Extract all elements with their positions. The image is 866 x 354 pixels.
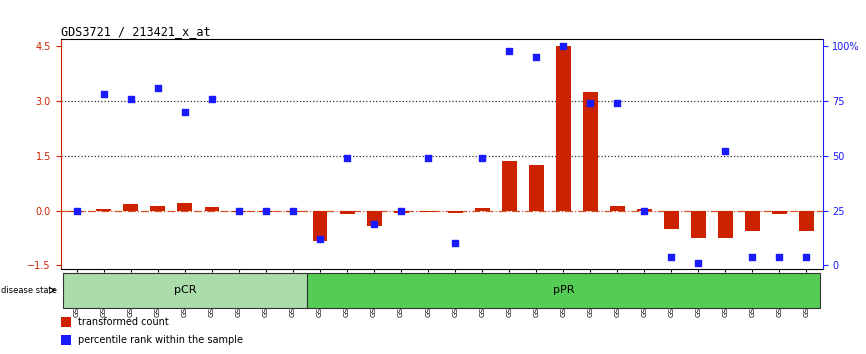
Text: GDS3721 / 213421_x_at: GDS3721 / 213421_x_at: [61, 25, 210, 38]
Point: [367, 221, 381, 227]
Bar: [718, 211, 733, 238]
Bar: [583, 92, 598, 211]
Point: [124, 96, 138, 102]
Point: [232, 208, 246, 213]
Bar: [286, 211, 301, 212]
Point: [151, 85, 165, 91]
Point: [746, 254, 759, 259]
Bar: [231, 211, 247, 212]
Point: [178, 109, 192, 115]
Text: pCR: pCR: [174, 285, 197, 295]
Bar: [745, 211, 759, 231]
Bar: [259, 211, 274, 212]
Point: [205, 96, 219, 102]
Point: [421, 155, 435, 161]
Text: pPR: pPR: [553, 285, 574, 295]
Bar: [63, 273, 307, 308]
Bar: [96, 209, 112, 211]
Bar: [529, 165, 544, 211]
Point: [772, 254, 786, 259]
Point: [556, 44, 570, 49]
Point: [340, 155, 354, 161]
Bar: [69, 211, 84, 212]
Bar: [151, 206, 165, 211]
Bar: [61, 335, 71, 345]
Point: [259, 208, 273, 213]
Point: [584, 101, 598, 106]
Point: [313, 236, 327, 242]
Point: [97, 92, 111, 97]
Bar: [556, 46, 571, 211]
Text: transformed count: transformed count: [78, 318, 169, 327]
Point: [475, 155, 489, 161]
Bar: [307, 273, 820, 308]
Point: [611, 101, 624, 106]
Bar: [664, 211, 679, 229]
Point: [394, 208, 408, 213]
Point: [529, 55, 543, 60]
Bar: [124, 204, 139, 211]
Point: [637, 208, 651, 213]
Point: [799, 254, 813, 259]
Point: [449, 241, 462, 246]
Text: disease state: disease state: [1, 286, 57, 295]
Point: [502, 48, 516, 53]
Bar: [178, 202, 192, 211]
Bar: [691, 211, 706, 238]
Bar: [61, 318, 71, 327]
Bar: [313, 211, 327, 241]
Bar: [339, 211, 354, 213]
Bar: [799, 211, 814, 231]
Bar: [204, 207, 219, 211]
Point: [664, 254, 678, 259]
Point: [286, 208, 300, 213]
Bar: [772, 211, 787, 213]
Point: [70, 208, 84, 213]
Bar: [366, 211, 382, 226]
Bar: [421, 211, 436, 212]
Bar: [394, 211, 409, 213]
Bar: [448, 211, 462, 213]
Text: percentile rank within the sample: percentile rank within the sample: [78, 335, 243, 345]
Point: [719, 149, 733, 154]
Bar: [610, 206, 624, 211]
Bar: [475, 208, 489, 211]
Bar: [501, 161, 517, 211]
Bar: [637, 209, 652, 211]
Point: [691, 260, 705, 266]
